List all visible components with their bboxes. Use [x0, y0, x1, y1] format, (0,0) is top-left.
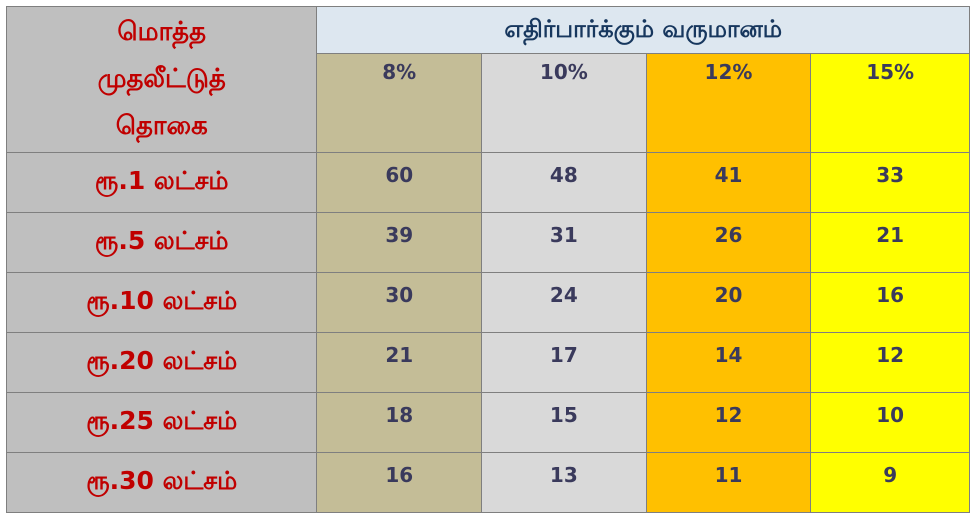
- table-row: ரூ.25 லட்சம் 18 15 12 10: [5, 392, 970, 453]
- value-cell: 18: [316, 392, 483, 453]
- table-row: ரூ.10 லட்சம் 30 24 20 16: [5, 272, 970, 333]
- row-label: ரூ.20 லட்சம்: [5, 332, 318, 393]
- value-cell: 24: [481, 272, 647, 333]
- value-cell: 48: [481, 152, 647, 213]
- expected-return-header: எதிர்பார்க்கும் வருமானம்: [316, 6, 970, 54]
- header-line-3: தொகை: [115, 111, 208, 141]
- row-label: ரூ.5 லட்சம்: [5, 212, 318, 273]
- header-row: மொத்த முதலீட்டுத் தொகை எதிர்பார்க்கும் வ…: [5, 6, 970, 153]
- row-label: ரூ.10 லட்சம்: [5, 272, 318, 333]
- value-cell: 16: [810, 272, 970, 333]
- table-row: ரூ.30 லட்சம் 16 13 11 9: [5, 452, 970, 513]
- value-cell: 20: [645, 272, 812, 333]
- value-cell: 17: [481, 332, 647, 393]
- investment-returns-table: மொத்த முதலீட்டுத் தொகை எதிர்பார்க்கும் வ…: [5, 6, 970, 513]
- rate-10-header: 10%: [481, 53, 647, 153]
- table-row: ரூ.5 லட்சம் 39 31 26 21: [5, 212, 970, 273]
- value-cell: 12: [645, 392, 812, 453]
- value-cell: 11: [645, 452, 812, 513]
- row-label: ரூ.30 லட்சம்: [5, 452, 318, 513]
- rate-12-header: 12%: [645, 53, 812, 153]
- table-row: ரூ.1 லட்சம் 60 48 41 33: [5, 152, 970, 213]
- value-cell: 21: [810, 212, 970, 273]
- total-investment-header: மொத்த முதலீட்டுத் தொகை: [5, 6, 318, 153]
- header-line-2: முதலீட்டுத்: [97, 64, 226, 94]
- value-cell: 12: [810, 332, 970, 393]
- value-cell: 21: [316, 332, 483, 393]
- row-label: ரூ.25 லட்சம்: [5, 392, 318, 453]
- value-cell: 9: [810, 452, 970, 513]
- rate-15-header: 15%: [810, 53, 970, 153]
- value-cell: 30: [316, 272, 483, 333]
- value-cell: 13: [481, 452, 647, 513]
- value-cell: 14: [645, 332, 812, 393]
- rate-row: 8% 10% 12% 15%: [7, 53, 970, 153]
- value-cell: 26: [645, 212, 812, 273]
- value-cell: 15: [481, 392, 647, 453]
- rate-8-header: 8%: [316, 53, 483, 153]
- value-cell: 39: [316, 212, 483, 273]
- value-cell: 16: [316, 452, 483, 513]
- value-cell: 10: [810, 392, 970, 453]
- value-cell: 41: [645, 152, 812, 213]
- header-line-1: மொத்த: [117, 17, 207, 47]
- value-cell: 60: [316, 152, 483, 213]
- value-cell: 31: [481, 212, 647, 273]
- value-cell: 33: [810, 152, 970, 213]
- table-row: ரூ.20 லட்சம் 21 17 14 12: [5, 332, 970, 393]
- row-label: ரூ.1 லட்சம்: [5, 152, 318, 213]
